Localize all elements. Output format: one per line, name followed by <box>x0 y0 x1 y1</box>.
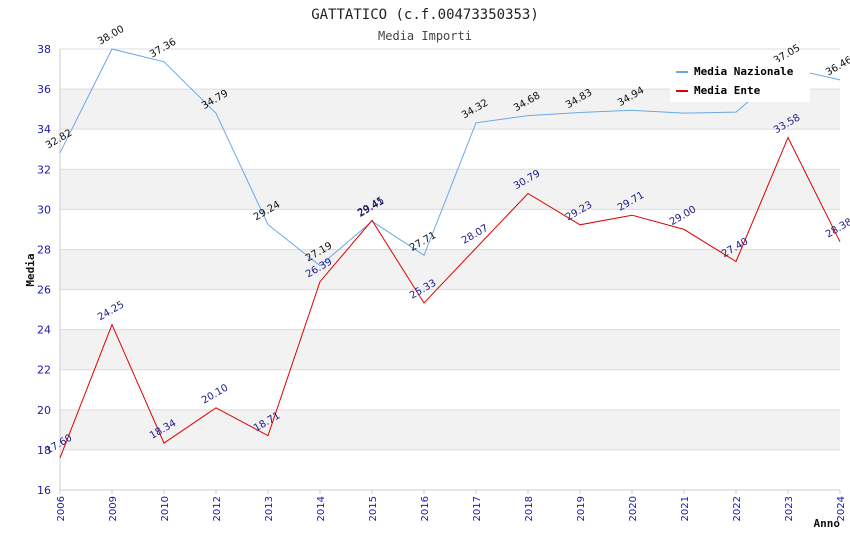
grid-band <box>60 329 840 370</box>
grid-band <box>60 249 840 290</box>
y-axis-label: Media <box>24 253 37 286</box>
y-tick-label: 28 <box>37 243 51 256</box>
data-label: 38.00 <box>96 24 126 48</box>
x-tick-label: 2010 <box>160 496 171 521</box>
chart-subtitle: Media Importi <box>378 29 472 43</box>
grid-band <box>60 369 840 410</box>
x-axis-ticks: 2006 2009 2010 2012 2013 2014 2015 2016 2017 2018… <box>56 490 847 521</box>
grid-bands <box>60 49 840 490</box>
y-tick-label: 34 <box>37 123 51 136</box>
x-tick-label: 2016 <box>420 496 431 521</box>
x-tick-label: 2015 <box>368 496 379 521</box>
legend: Media Nazionale Media Ente <box>670 62 810 102</box>
y-tick-label: 32 <box>37 163 51 176</box>
x-tick-label: 2024 <box>836 496 847 521</box>
y-tick-label: 38 <box>37 43 51 56</box>
y-tick-label: 24 <box>37 324 51 337</box>
x-tick-label: 2006 <box>56 496 67 521</box>
y-tick-label: 30 <box>37 203 51 216</box>
x-tick-label: 2018 <box>524 496 535 521</box>
y-tick-label: 18 <box>37 444 51 457</box>
grid-band <box>60 289 840 330</box>
x-tick-label: 2017 <box>472 496 483 521</box>
legend-label-media-nazionale: Media Nazionale <box>694 65 794 78</box>
x-tick-label: 2020 <box>628 496 639 521</box>
x-tick-label: 2014 <box>316 496 327 521</box>
grid-band <box>60 129 840 170</box>
y-tick-label: 22 <box>37 364 51 377</box>
grid-band <box>60 449 840 490</box>
chart-title: GATTATICO (c.f.00473350353) <box>311 7 539 23</box>
y-tick-label: 16 <box>37 484 51 497</box>
x-tick-label: 2022 <box>732 496 743 521</box>
legend-box <box>670 62 810 102</box>
y-tick-label: 26 <box>37 284 51 297</box>
series-line <box>59 48 841 267</box>
grid-band <box>60 209 840 250</box>
x-tick-label: 2013 <box>264 496 275 521</box>
x-tick-label: 2021 <box>680 496 691 521</box>
legend-label-media-ente: Media Ente <box>694 84 761 97</box>
x-tick-label: 2019 <box>576 496 587 521</box>
y-tick-label: 36 <box>37 83 51 96</box>
x-tick-label: 2009 <box>108 496 119 521</box>
y-tick-label: 20 <box>37 404 51 417</box>
grid-band <box>60 409 840 450</box>
y-axis-ticks: 16 18 20 22 24 26 28 30 32 34 36 38 <box>37 43 51 497</box>
series-line <box>59 136 841 459</box>
x-axis-label: Anno <box>814 517 841 530</box>
x-tick-label: 2012 <box>212 496 223 521</box>
x-tick-label: 2023 <box>784 496 795 521</box>
